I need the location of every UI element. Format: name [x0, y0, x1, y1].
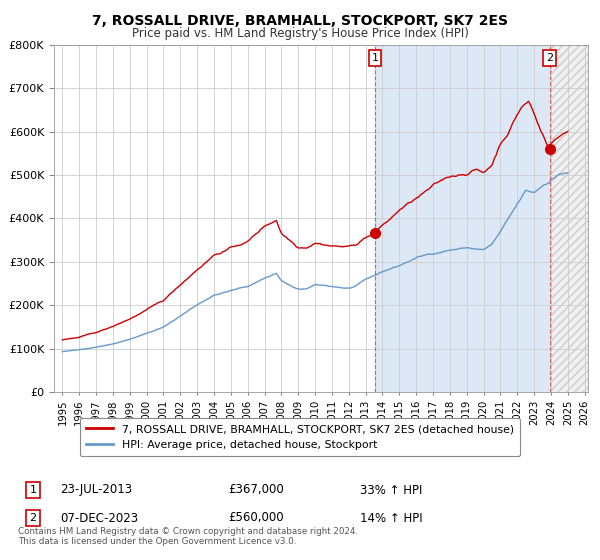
- Text: 1: 1: [371, 53, 379, 63]
- Legend: 7, ROSSALL DRIVE, BRAMHALL, STOCKPORT, SK7 2ES (detached house), HPI: Average pr: 7, ROSSALL DRIVE, BRAMHALL, STOCKPORT, S…: [80, 418, 520, 456]
- Bar: [550, 45, 588, 392]
- Text: 14% ↑ HPI: 14% ↑ HPI: [360, 511, 422, 525]
- Text: 23-JUL-2013: 23-JUL-2013: [60, 483, 132, 497]
- Text: 33% ↑ HPI: 33% ↑ HPI: [360, 483, 422, 497]
- Text: £560,000: £560,000: [228, 511, 284, 525]
- Text: 2: 2: [546, 53, 553, 63]
- Text: 2: 2: [29, 513, 37, 523]
- Text: Contains HM Land Registry data © Crown copyright and database right 2024.
This d: Contains HM Land Registry data © Crown c…: [18, 526, 358, 546]
- Text: 07-DEC-2023: 07-DEC-2023: [60, 511, 138, 525]
- Text: 1: 1: [29, 485, 37, 495]
- Text: 7, ROSSALL DRIVE, BRAMHALL, STOCKPORT, SK7 2ES: 7, ROSSALL DRIVE, BRAMHALL, STOCKPORT, S…: [92, 14, 508, 28]
- Text: Price paid vs. HM Land Registry's House Price Index (HPI): Price paid vs. HM Land Registry's House …: [131, 27, 469, 40]
- Text: £367,000: £367,000: [228, 483, 284, 497]
- Bar: [550, 45, 588, 392]
- Bar: [375, 45, 550, 392]
